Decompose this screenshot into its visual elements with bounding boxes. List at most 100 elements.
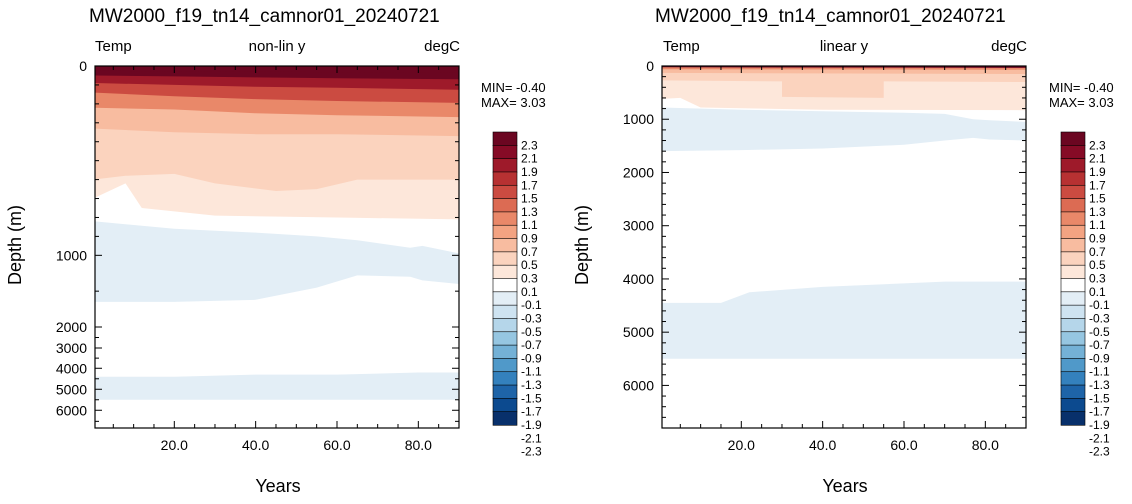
colorbar-box (1060, 264, 1086, 280)
x-axis-label-left: Years (255, 476, 300, 496)
colorbar-label: -0.1 (1089, 298, 1110, 312)
y-tick-label: 3000 (56, 340, 87, 356)
y-tick-label: 1000 (623, 111, 654, 127)
colorbar-box (492, 371, 518, 386)
colorbar-label: -2.1 (1089, 431, 1110, 445)
colorbar-box (492, 411, 518, 426)
contour-fills (662, 66, 1026, 428)
colorbar-box (1060, 238, 1086, 253)
colorbar-label: 2.3 (521, 138, 538, 152)
colorbar-label: -2.3 (1089, 445, 1110, 459)
colorbar-label: 0.9 (1089, 232, 1106, 246)
x-tick-label: 60.0 (323, 437, 350, 453)
colorbar-box (492, 131, 518, 146)
colorbar-label: -1.5 (1089, 391, 1110, 405)
colorbar-box (492, 158, 518, 173)
colorbar-label: -0.5 (1089, 325, 1110, 339)
y-tick-label: 4000 (623, 271, 654, 287)
panel-linear: MW2000_f19_tn14_camnor01_20240721 Temp l… (572, 6, 1114, 496)
colorbar-box (492, 384, 518, 399)
colorbar-box (1060, 131, 1086, 146)
plot-area-right: 20.0 40.0 60.0 80.0 0 1000 2000 3000 4000 5000 600… (623, 58, 1027, 453)
y-tick-label: 6000 (623, 377, 654, 393)
y-tick-label: 5000 (623, 324, 654, 340)
colorbar-box (1060, 344, 1086, 360)
contour-band-1 (95, 221, 459, 302)
colorbar-left: 2.32.11.91.71.51.31.10.90.70.50.30.1-0.1… (492, 131, 542, 459)
colorbar-box (492, 344, 518, 360)
colorbar-box (492, 145, 518, 160)
colorbar-label: 0.7 (1089, 245, 1106, 259)
colorbar-box (492, 398, 518, 413)
scale-label-left: non-lin y (249, 38, 306, 55)
colorbar-box (492, 318, 518, 333)
y-tick-label: 5000 (56, 381, 87, 397)
chart-title-right: MW2000_f19_tn14_camnor01_20240721 (655, 6, 1006, 27)
colorbar-right: 2.32.11.91.71.51.31.10.90.70.50.30.1-0.1… (1060, 131, 1110, 459)
colorbar-box (492, 184, 518, 200)
colorbar-box (1060, 145, 1086, 160)
colorbar-label: 2.1 (521, 152, 538, 166)
colorbar-label: 1.3 (521, 205, 538, 219)
colorbar-box (1060, 331, 1086, 346)
colorbar-label: -1.7 (1089, 405, 1110, 419)
colorbar-label: 0.1 (521, 285, 538, 299)
colorbar-box (492, 264, 518, 280)
colorbar-label: -0.1 (521, 298, 542, 312)
colorbar-label: -0.3 (1089, 311, 1110, 325)
max-label-left: MAX= 3.03 (481, 95, 546, 110)
colorbar-box (1060, 158, 1086, 173)
colorbar-box (492, 331, 518, 346)
chart-title-left: MW2000_f19_tn14_camnor01_20240721 (89, 6, 440, 27)
colorbar-box (492, 358, 518, 373)
colorbar-box (1060, 211, 1086, 226)
colorbar-box (1060, 291, 1086, 306)
colorbar-box (1060, 171, 1086, 186)
x-tick-label: 80.0 (405, 437, 432, 453)
x-tick-label: 60.0 (890, 437, 917, 453)
y-tick-label: 3000 (623, 218, 654, 234)
colorbar-box (1060, 198, 1086, 213)
colorbar-label: -0.3 (521, 311, 542, 325)
y-tick-label: 0 (646, 58, 654, 74)
colorbar-box (1060, 184, 1086, 200)
colorbar-label: -0.7 (1089, 338, 1110, 352)
colorbar-label: 0.3 (521, 272, 538, 286)
colorbar-label: -0.5 (521, 325, 542, 339)
min-label-left: MIN= -0.40 (481, 80, 546, 95)
min-label-right: MIN= -0.40 (1049, 80, 1114, 95)
colorbar-box (1060, 318, 1086, 333)
colorbar-box (492, 291, 518, 306)
colorbar-label: 0.7 (521, 245, 538, 259)
colorbar-box (492, 211, 518, 226)
colorbar-label: 2.3 (1089, 138, 1106, 152)
colorbar-label: 0.9 (521, 232, 538, 246)
colorbar-box (1060, 411, 1086, 426)
colorbar-box (1060, 278, 1086, 293)
contour-band-1 (662, 107, 1026, 152)
variable-label-right: Temp (663, 38, 700, 55)
colorbar-box (492, 171, 518, 186)
colorbar-label: 2.1 (1089, 152, 1106, 166)
y-tick-label: 1000 (56, 247, 87, 263)
colorbar-box (492, 238, 518, 253)
colorbar-label: 1.7 (521, 178, 538, 192)
x-tick-label: 40.0 (242, 437, 269, 453)
y-axis-label-right: Depth (m) (572, 205, 592, 285)
y-tick-label: 2000 (623, 164, 654, 180)
contour-band-0 (95, 372, 459, 400)
colorbar-label: -1.3 (521, 378, 542, 392)
x-tick-label: 40.0 (809, 437, 836, 453)
units-label-left: degC (424, 38, 460, 55)
y-tick-label: 0 (79, 58, 87, 74)
colorbar-label: 1.7 (1089, 178, 1106, 192)
colorbar-label: -2.1 (521, 431, 542, 445)
colorbar-label: -1.9 (1089, 418, 1110, 432)
colorbar-box (1060, 304, 1086, 320)
colorbar-label: -1.7 (521, 405, 542, 419)
plot-frame (94, 65, 460, 429)
colorbar-box (492, 224, 518, 240)
colorbar-box (1060, 224, 1086, 240)
y-tick-label: 2000 (56, 319, 87, 335)
